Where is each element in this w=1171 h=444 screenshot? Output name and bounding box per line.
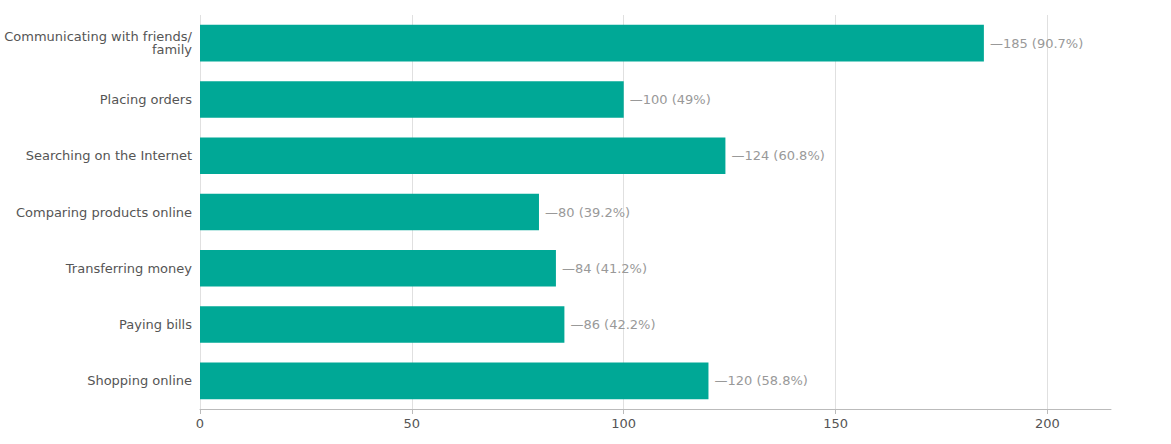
svg-text:—100 (49%): —100 (49%): [630, 92, 711, 107]
svg-text:—84 (41.2%): —84 (41.2%): [562, 261, 647, 276]
svg-text:—124 (60.8%): —124 (60.8%): [731, 148, 824, 163]
svg-text:—185 (90.7%): —185 (90.7%): [990, 36, 1083, 51]
svg-text:—80 (39.2%): —80 (39.2%): [545, 205, 630, 220]
svg-text:Searching on the Internet: Searching on the Internet: [26, 148, 192, 163]
svg-text:Transferring money: Transferring money: [65, 261, 192, 276]
svg-text:0: 0: [196, 416, 204, 431]
svg-text:Paying bills: Paying bills: [119, 317, 192, 332]
svg-text:50: 50: [404, 416, 421, 431]
svg-text:—120 (58.8%): —120 (58.8%): [714, 373, 807, 388]
svg-text:100: 100: [611, 416, 636, 431]
svg-text:Placing orders: Placing orders: [100, 92, 192, 107]
svg-text:Comparing products online: Comparing products online: [16, 205, 192, 220]
svg-text:200: 200: [1035, 416, 1060, 431]
svg-text:Shopping online: Shopping online: [87, 373, 192, 388]
svg-text:Communicating with friends/: Communicating with friends/: [4, 29, 192, 45]
svg-text:150: 150: [823, 416, 848, 431]
svg-text:family: family: [152, 42, 192, 57]
svg-text:—86 (42.2%): —86 (42.2%): [570, 317, 655, 332]
